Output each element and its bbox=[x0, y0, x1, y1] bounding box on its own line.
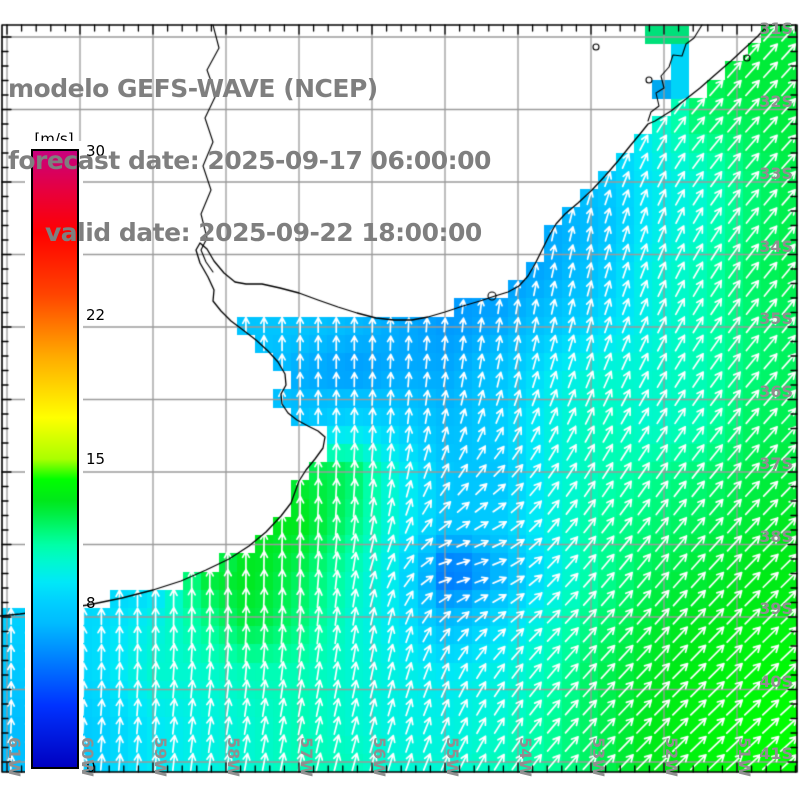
lat-label: 32S bbox=[759, 91, 793, 111]
lon-label: 53W bbox=[589, 737, 608, 777]
colorbar bbox=[25, 141, 83, 784]
colorbar-tick-label: 15 bbox=[86, 450, 106, 468]
lat-label: 40S bbox=[759, 671, 793, 691]
valid-date: valid date: 2025-09-22 18:00:00 bbox=[45, 218, 482, 247]
lat-label: 34S bbox=[759, 236, 793, 256]
lat-label: 38S bbox=[759, 526, 793, 546]
model-title: modelo GEFS-WAVE (NCEP) bbox=[8, 74, 378, 103]
title-block: modelo GEFS-WAVE (NCEP) forecast date: 2… bbox=[8, 29, 491, 293]
lon-label: 59W bbox=[151, 737, 170, 777]
lat-label: 31S bbox=[759, 19, 793, 38]
lat-label: 36S bbox=[759, 381, 793, 401]
lat-label: 39S bbox=[759, 599, 793, 618]
colorbar-tick-label: 8 bbox=[86, 593, 96, 612]
colorbar-tick-label: 22 bbox=[86, 306, 106, 325]
lat-label: 35S bbox=[759, 309, 793, 328]
lat-label: 41S bbox=[759, 744, 793, 763]
lon-label: 52W bbox=[662, 737, 681, 777]
colorbar-tick-label: 0 bbox=[86, 758, 96, 776]
lon-label: 57W bbox=[297, 737, 316, 777]
lon-label: 55W bbox=[443, 737, 462, 777]
lon-label: 60W bbox=[78, 737, 97, 777]
lon-label: 61W bbox=[5, 737, 24, 777]
lon-label: 58W bbox=[224, 737, 243, 777]
colorbar-gradient bbox=[31, 149, 79, 769]
lon-label: 56W bbox=[370, 737, 389, 777]
lon-label: 51W bbox=[735, 737, 754, 777]
forecast-date: forecast date: 2025-09-17 06:00:00 bbox=[8, 146, 491, 175]
lat-label: 37S bbox=[759, 454, 793, 473]
lat-label: 33S bbox=[759, 164, 793, 183]
lon-label: 54W bbox=[516, 737, 535, 777]
colorbar-tick-label: 30 bbox=[86, 142, 106, 160]
